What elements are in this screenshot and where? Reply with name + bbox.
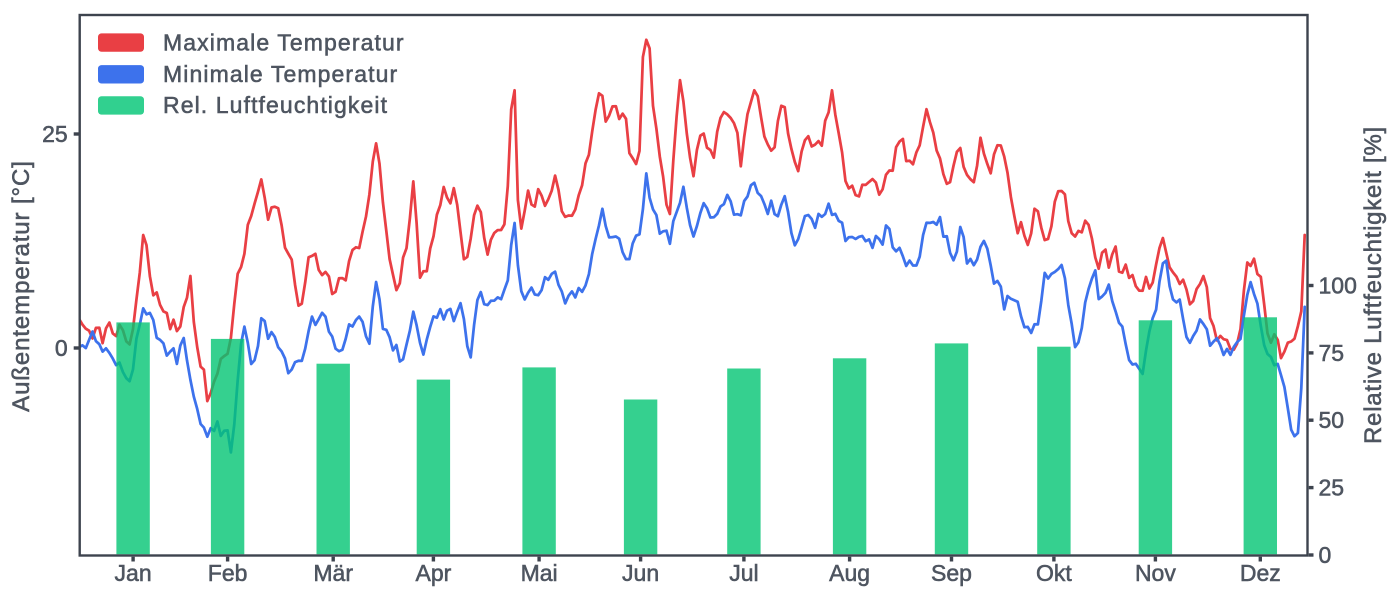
svg-text:100: 100	[1319, 273, 1357, 299]
svg-text:Aug: Aug	[829, 560, 870, 586]
svg-text:Jul: Jul	[729, 560, 758, 586]
svg-text:Nov: Nov	[1135, 560, 1176, 586]
svg-text:25: 25	[42, 121, 68, 147]
svg-text:Feb: Feb	[208, 560, 248, 586]
svg-text:Jan: Jan	[115, 560, 152, 586]
svg-text:25: 25	[1319, 475, 1345, 501]
svg-text:Jun: Jun	[622, 560, 659, 586]
svg-text:Maximale Temperatur: Maximale Temperatur	[163, 29, 405, 55]
svg-text:Relative Luftfeuchtigkeit [%]: Relative Luftfeuchtigkeit [%]	[1360, 126, 1387, 444]
svg-text:Dez: Dez	[1240, 560, 1281, 586]
svg-text:Rel. Luftfeuchtigkeit: Rel. Luftfeuchtigkeit	[163, 92, 388, 118]
svg-text:0: 0	[55, 335, 68, 361]
svg-text:Mai: Mai	[521, 560, 558, 586]
svg-text:Apr: Apr	[416, 560, 452, 586]
svg-text:75: 75	[1319, 340, 1345, 366]
svg-text:Minimale Temperatur: Minimale Temperatur	[163, 61, 398, 87]
svg-text:Außentemperatur [°C]: Außentemperatur [°C]	[8, 160, 35, 412]
svg-text:Mär: Mär	[313, 560, 353, 586]
svg-text:50: 50	[1319, 407, 1345, 433]
svg-text:Okt: Okt	[1036, 560, 1072, 586]
svg-text:0: 0	[1319, 542, 1332, 568]
svg-text:Sep: Sep	[931, 560, 972, 586]
